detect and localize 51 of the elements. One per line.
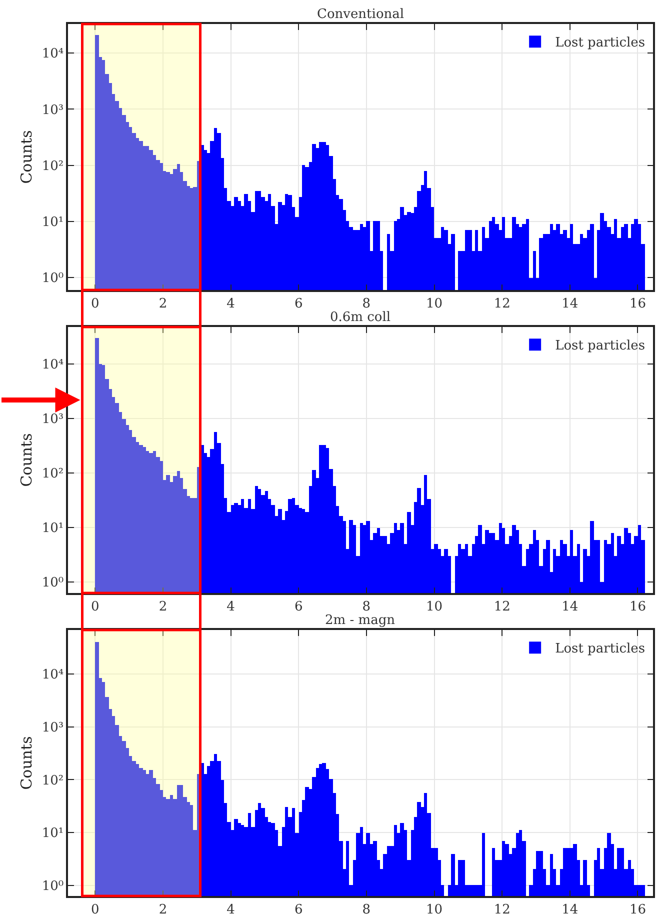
y-tick-label: 10¹ <box>42 214 64 230</box>
x-tick-label: 10 <box>426 296 443 312</box>
y-tick-label: 10¹ <box>42 521 64 536</box>
x-tick-label: 14 <box>562 296 578 312</box>
x-tick-label: 0 <box>90 599 100 614</box>
x-tick-label: 16 <box>629 296 646 312</box>
y-tick-label: 10⁴ <box>42 358 64 373</box>
x-tick-label: 10 <box>426 599 443 614</box>
x-tick-label: 16 <box>629 902 646 918</box>
x-tick-label: 0 <box>90 296 100 312</box>
legend-label: Lost particles <box>555 36 646 51</box>
y-tick-label: 10⁴ <box>42 668 64 683</box>
y-tick-label: 10³ <box>42 102 64 118</box>
x-tick-label: 8 <box>362 902 371 918</box>
y-axis-title: Counts <box>18 130 36 184</box>
y-axis-title: Counts <box>18 433 36 487</box>
legend-label: Lost particles <box>555 338 646 354</box>
x-tick-label: 4 <box>226 902 235 918</box>
x-tick-label: 2 <box>158 296 168 312</box>
y-tick-label: 10³ <box>42 720 64 736</box>
x-tick-label: 8 <box>362 599 371 614</box>
chart-title: 0.6m coll <box>330 310 391 325</box>
y-tick-label: 10⁴ <box>42 46 64 62</box>
x-tick-label: 12 <box>494 599 510 614</box>
x-tick-label: 10 <box>426 902 443 918</box>
x-tick-label: 14 <box>562 599 578 614</box>
y-axis-title: Counts <box>18 736 36 790</box>
x-tick-label: 2 <box>158 902 168 918</box>
x-tick-label: 6 <box>294 902 303 918</box>
x-tick-label: 8 <box>362 296 371 312</box>
x-tick-label: 12 <box>494 902 510 918</box>
x-tick-label: 4 <box>226 296 235 312</box>
y-tick-label: 10³ <box>42 412 64 428</box>
x-tick-label: 6 <box>294 296 303 312</box>
x-tick-label: 12 <box>494 296 510 312</box>
x-tick-label: 4 <box>226 599 235 614</box>
x-tick-label: 14 <box>562 902 578 918</box>
y-tick-label: 10⁰ <box>42 878 64 894</box>
x-tick-label: 16 <box>629 599 646 614</box>
legend-label: Lost particles <box>555 642 646 657</box>
chart-title: Conventional <box>317 7 404 22</box>
chart-title: 2m - magn <box>325 613 396 628</box>
y-tick-label: 10⁰ <box>42 271 64 286</box>
y-tick-label: 10² <box>42 466 64 482</box>
y-tick-label: 10² <box>42 773 64 788</box>
y-tick-label: 10¹ <box>42 826 64 842</box>
x-tick-label: 6 <box>294 599 303 614</box>
x-tick-label: 0 <box>90 902 100 918</box>
x-tick-label: 2 <box>158 599 168 614</box>
y-tick-label: 10⁰ <box>42 576 64 591</box>
y-tick-label: 10² <box>42 158 64 174</box>
